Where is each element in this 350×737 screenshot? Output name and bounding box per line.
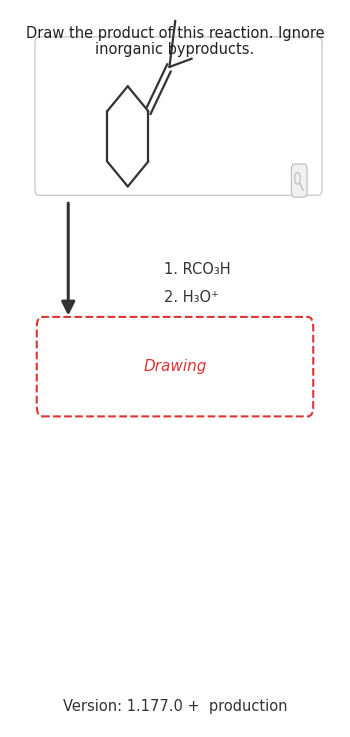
Text: Draw the product of this reaction. Ignore: Draw the product of this reaction. Ignor… <box>26 26 324 41</box>
FancyBboxPatch shape <box>291 164 307 197</box>
Text: 1. RCO₃H: 1. RCO₃H <box>164 262 231 276</box>
Text: Version: 1.177.0 +  production: Version: 1.177.0 + production <box>63 699 287 713</box>
Text: inorganic byproducts.: inorganic byproducts. <box>95 42 255 57</box>
FancyBboxPatch shape <box>35 37 322 195</box>
Text: Drawing: Drawing <box>143 359 207 374</box>
Text: 2. H₃O⁺: 2. H₃O⁺ <box>164 290 219 304</box>
